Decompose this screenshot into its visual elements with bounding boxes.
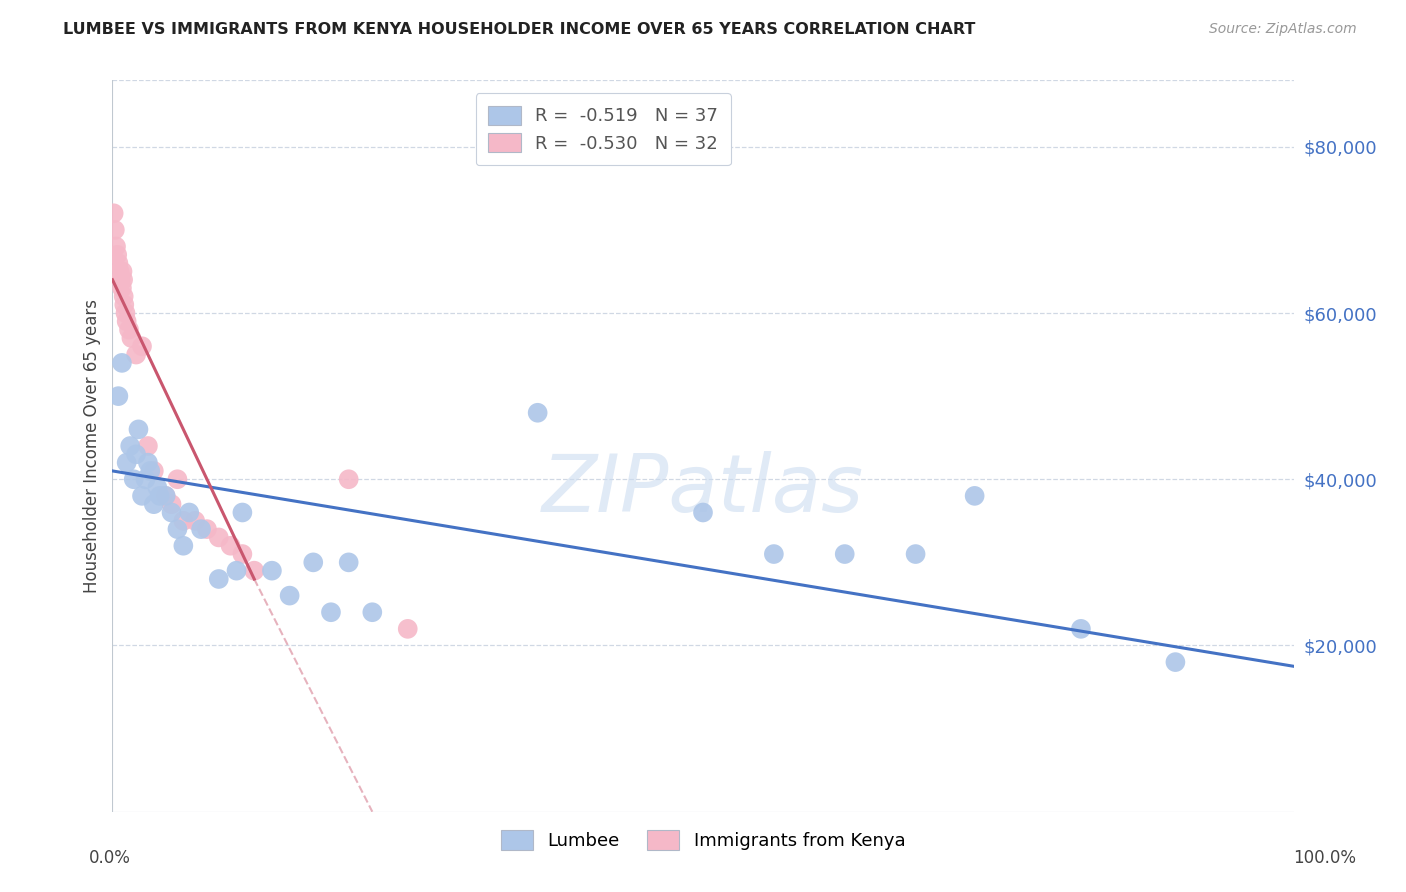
Point	[112, 289, 135, 303]
Point	[110, 273, 132, 287]
Point	[526, 406, 548, 420]
Point	[278, 589, 301, 603]
Point	[225, 564, 247, 578]
Point	[155, 489, 177, 503]
Point	[146, 481, 169, 495]
Point	[120, 331, 142, 345]
Point	[166, 472, 188, 486]
Point	[107, 389, 129, 403]
Point	[111, 281, 134, 295]
Point	[179, 506, 201, 520]
Point	[231, 506, 253, 520]
Point	[762, 547, 785, 561]
Point	[112, 298, 135, 312]
Point	[111, 264, 134, 278]
Point	[111, 356, 134, 370]
Point	[103, 206, 125, 220]
Point	[160, 497, 183, 511]
Point	[122, 472, 145, 486]
Legend: Lumbee, Immigrants from Kenya: Lumbee, Immigrants from Kenya	[494, 823, 912, 857]
Point	[136, 439, 159, 453]
Point	[361, 605, 384, 619]
Point	[118, 323, 141, 337]
Point	[114, 306, 136, 320]
Text: 100.0%: 100.0%	[1294, 849, 1355, 867]
Point	[963, 489, 986, 503]
Point	[904, 547, 927, 561]
Point	[190, 522, 212, 536]
Point	[115, 456, 138, 470]
Point	[302, 555, 325, 569]
Point	[108, 264, 131, 278]
Point	[243, 564, 266, 578]
Text: Source: ZipAtlas.com: Source: ZipAtlas.com	[1209, 22, 1357, 37]
Point	[195, 522, 218, 536]
Point	[260, 564, 283, 578]
Point	[208, 572, 231, 586]
Point	[115, 314, 138, 328]
Text: 0.0%: 0.0%	[89, 849, 131, 867]
Point	[131, 489, 153, 503]
Point	[136, 456, 159, 470]
Point	[834, 547, 856, 561]
Point	[337, 555, 360, 569]
Point	[142, 497, 165, 511]
Point	[142, 464, 165, 478]
Point	[231, 547, 253, 561]
Point	[184, 514, 207, 528]
Point	[149, 489, 172, 503]
Point	[120, 439, 142, 453]
Point	[219, 539, 242, 553]
Point	[396, 622, 419, 636]
Point	[112, 273, 135, 287]
Text: LUMBEE VS IMMIGRANTS FROM KENYA HOUSEHOLDER INCOME OVER 65 YEARS CORRELATION CHA: LUMBEE VS IMMIGRANTS FROM KENYA HOUSEHOL…	[63, 22, 976, 37]
Point	[135, 472, 157, 486]
Point	[172, 514, 194, 528]
Point	[208, 530, 231, 544]
Point	[139, 464, 162, 478]
Point	[125, 347, 148, 362]
Point	[692, 506, 714, 520]
Point	[105, 239, 128, 253]
Text: ZIPatlas: ZIPatlas	[541, 450, 865, 529]
Point	[1070, 622, 1092, 636]
Y-axis label: Householder Income Over 65 years: Householder Income Over 65 years	[83, 299, 101, 593]
Point	[105, 248, 128, 262]
Point	[104, 223, 127, 237]
Point	[160, 506, 183, 520]
Point	[319, 605, 342, 619]
Point	[1164, 655, 1187, 669]
Point	[131, 339, 153, 353]
Point	[155, 489, 177, 503]
Point	[166, 522, 188, 536]
Point	[172, 539, 194, 553]
Point	[127, 422, 149, 436]
Point	[107, 256, 129, 270]
Point	[125, 447, 148, 461]
Point	[337, 472, 360, 486]
